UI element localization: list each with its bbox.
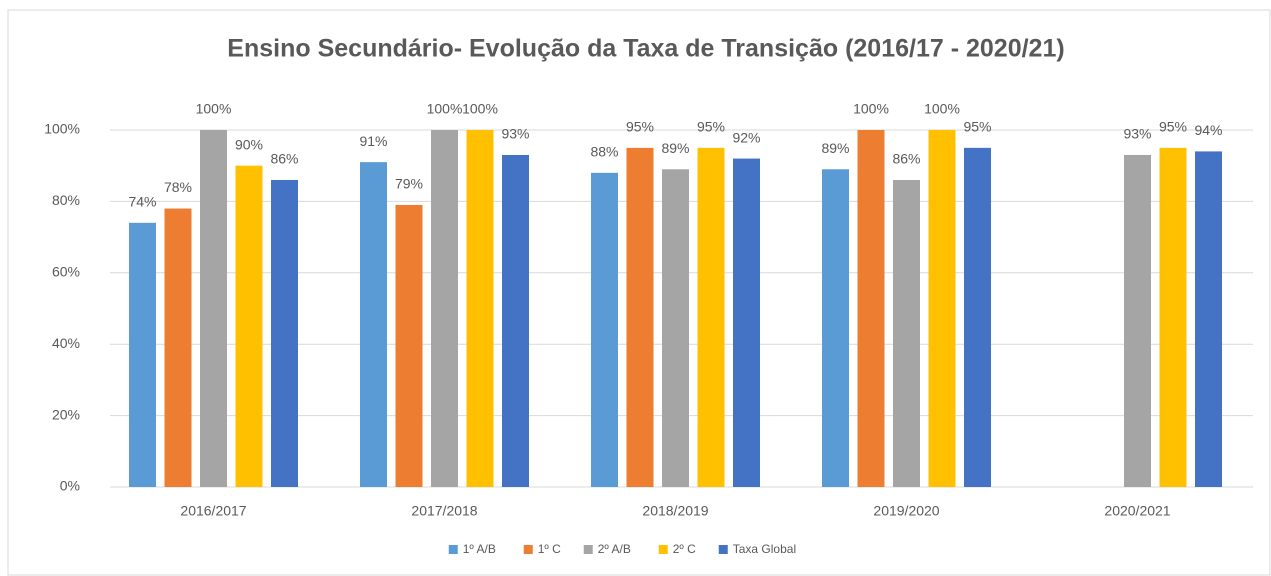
data-label: 88% <box>590 144 618 160</box>
y-tick-label: 100% <box>44 121 80 137</box>
y-tick-label: 0% <box>60 478 80 494</box>
data-label: 89% <box>661 140 689 156</box>
legend-swatch <box>718 545 728 554</box>
bar <box>466 130 494 487</box>
bar <box>1159 147 1187 487</box>
bar <box>1195 151 1222 488</box>
data-label: 93% <box>1123 126 1151 142</box>
legend-swatch <box>448 545 458 554</box>
bar <box>1124 154 1151 488</box>
bar <box>129 222 156 487</box>
bar <box>502 154 529 488</box>
data-label: 78% <box>164 179 192 195</box>
data-label: 86% <box>892 151 920 167</box>
y-tick-label: 80% <box>52 192 80 208</box>
bar <box>822 169 849 487</box>
x-tick-label: 2018/2019 <box>642 503 708 519</box>
legend-swatch <box>583 545 593 554</box>
data-label: 93% <box>501 126 529 142</box>
bar <box>360 162 387 487</box>
data-label: 79% <box>395 176 423 192</box>
data-label: 94% <box>1194 122 1222 138</box>
legend-label: 1º A/B <box>463 542 496 556</box>
data-label: 74% <box>128 194 156 210</box>
data-label: 100% <box>462 101 498 117</box>
data-label: 100% <box>427 101 463 117</box>
bar <box>626 147 654 487</box>
y-tick-label: 40% <box>52 335 80 351</box>
bar <box>733 158 760 487</box>
bar <box>395 204 423 487</box>
bar <box>200 130 227 487</box>
data-label: 95% <box>1159 119 1187 135</box>
data-label: 90% <box>235 136 263 152</box>
bar <box>893 179 920 488</box>
y-tick-label: 60% <box>52 264 80 280</box>
x-tick-label: 2019/2020 <box>873 503 939 519</box>
data-label: 100% <box>196 101 232 117</box>
bar <box>164 208 192 488</box>
legend-swatch <box>658 545 668 554</box>
legend-label: 2º A/B <box>598 542 631 556</box>
data-label: 92% <box>732 129 760 145</box>
bar <box>964 147 991 487</box>
bar <box>591 172 618 487</box>
data-label: 91% <box>359 133 387 149</box>
data-label: 95% <box>626 119 654 135</box>
x-tick-label: 2016/2017 <box>180 503 246 519</box>
data-label: 100% <box>924 101 960 117</box>
data-label: 95% <box>697 119 725 135</box>
bar <box>928 130 956 487</box>
bar <box>235 165 263 487</box>
legend-label: 1º C <box>538 542 561 556</box>
bar <box>857 130 885 487</box>
x-tick-label: 2020/2021 <box>1104 503 1170 519</box>
bar <box>271 179 298 488</box>
x-tick-label: 2017/2018 <box>411 503 477 519</box>
chart-title: Ensino Secundário- Evolução da Taxa de T… <box>227 35 1064 63</box>
bar <box>662 169 689 487</box>
legend-label: Taxa Global <box>733 542 796 556</box>
data-label: 86% <box>270 151 298 167</box>
y-tick-label: 20% <box>52 406 80 422</box>
bar <box>697 147 725 487</box>
data-label: 100% <box>853 101 889 117</box>
legend-label: 2º C <box>673 542 696 556</box>
data-label: 89% <box>821 140 849 156</box>
data-label: 95% <box>963 119 991 135</box>
legend-swatch <box>523 545 533 554</box>
bar <box>431 130 458 487</box>
